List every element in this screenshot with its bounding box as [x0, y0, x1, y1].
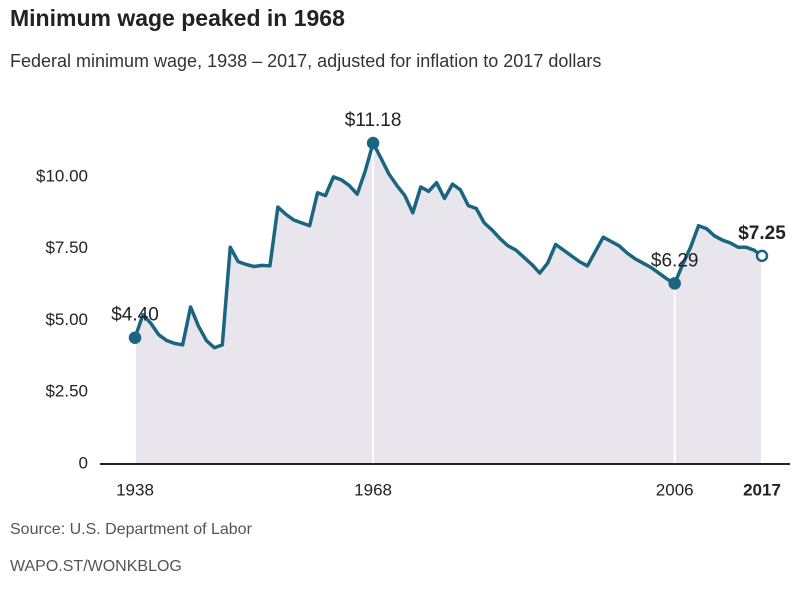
x-tick-label: 1968 [354, 480, 392, 499]
area [135, 143, 762, 465]
x-tick-label: 1938 [116, 480, 154, 499]
value-label: $4.40 [111, 305, 159, 326]
point [668, 277, 681, 290]
y-tick-label: $10.00 [36, 166, 88, 185]
y-tick-label: $7.50 [45, 238, 88, 257]
source: Source: U.S. Department of Labor [10, 521, 253, 538]
y-tick-label: $2.50 [45, 382, 88, 401]
x-tick-label: 2006 [656, 480, 694, 499]
value-label: $7.25 [738, 223, 786, 244]
point [755, 249, 769, 263]
chart-subtitle: Federal minimum wage, 1938 – 2017, adjus… [10, 51, 601, 71]
point [366, 136, 380, 150]
line [133, 141, 764, 350]
value-label: $6.29 [651, 250, 699, 271]
point [128, 331, 142, 344]
y-tick-label: $5.00 [45, 310, 88, 329]
value-label: $11.18 [345, 110, 402, 131]
chart-title: Minimum wage peaked in 1968 [10, 5, 345, 31]
y-tick-label: 0 [79, 453, 88, 472]
credit: WAPO.ST/WONKBLOG [10, 558, 182, 575]
x-tick-label: 2017 [743, 480, 781, 499]
